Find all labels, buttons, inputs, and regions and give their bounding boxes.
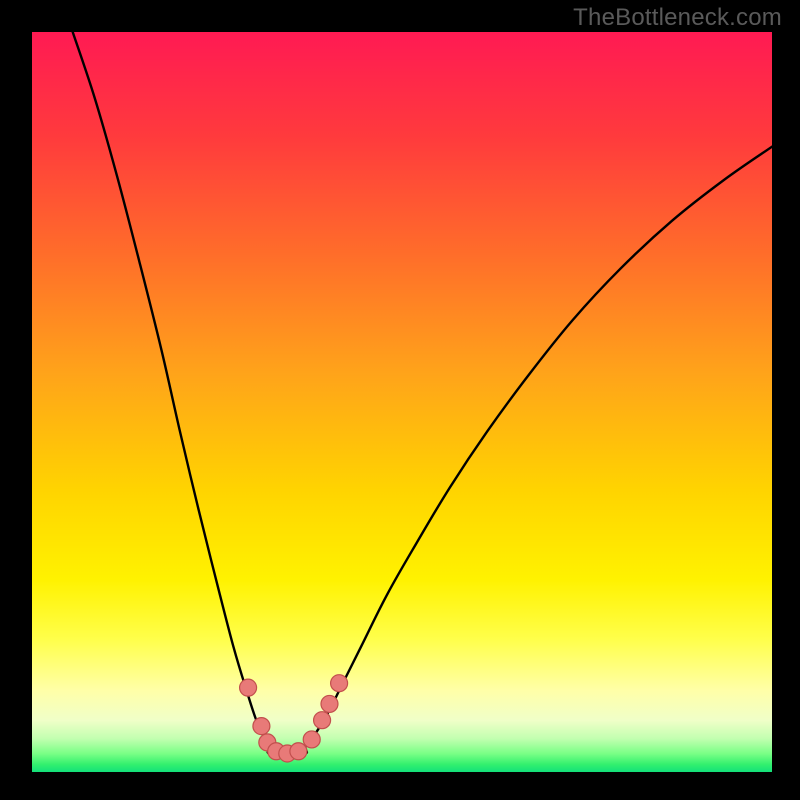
marker-point bbox=[321, 695, 338, 712]
watermark-text: TheBottleneck.com bbox=[573, 4, 782, 32]
marker-point bbox=[240, 679, 257, 696]
chart-svg bbox=[0, 0, 800, 800]
marker-point bbox=[290, 743, 307, 760]
stage: TheBottleneck.com bbox=[0, 0, 800, 800]
marker-point bbox=[314, 712, 331, 729]
gradient-panel bbox=[32, 32, 772, 772]
marker-point bbox=[253, 718, 270, 735]
marker-point bbox=[331, 675, 348, 692]
marker-point bbox=[303, 731, 320, 748]
